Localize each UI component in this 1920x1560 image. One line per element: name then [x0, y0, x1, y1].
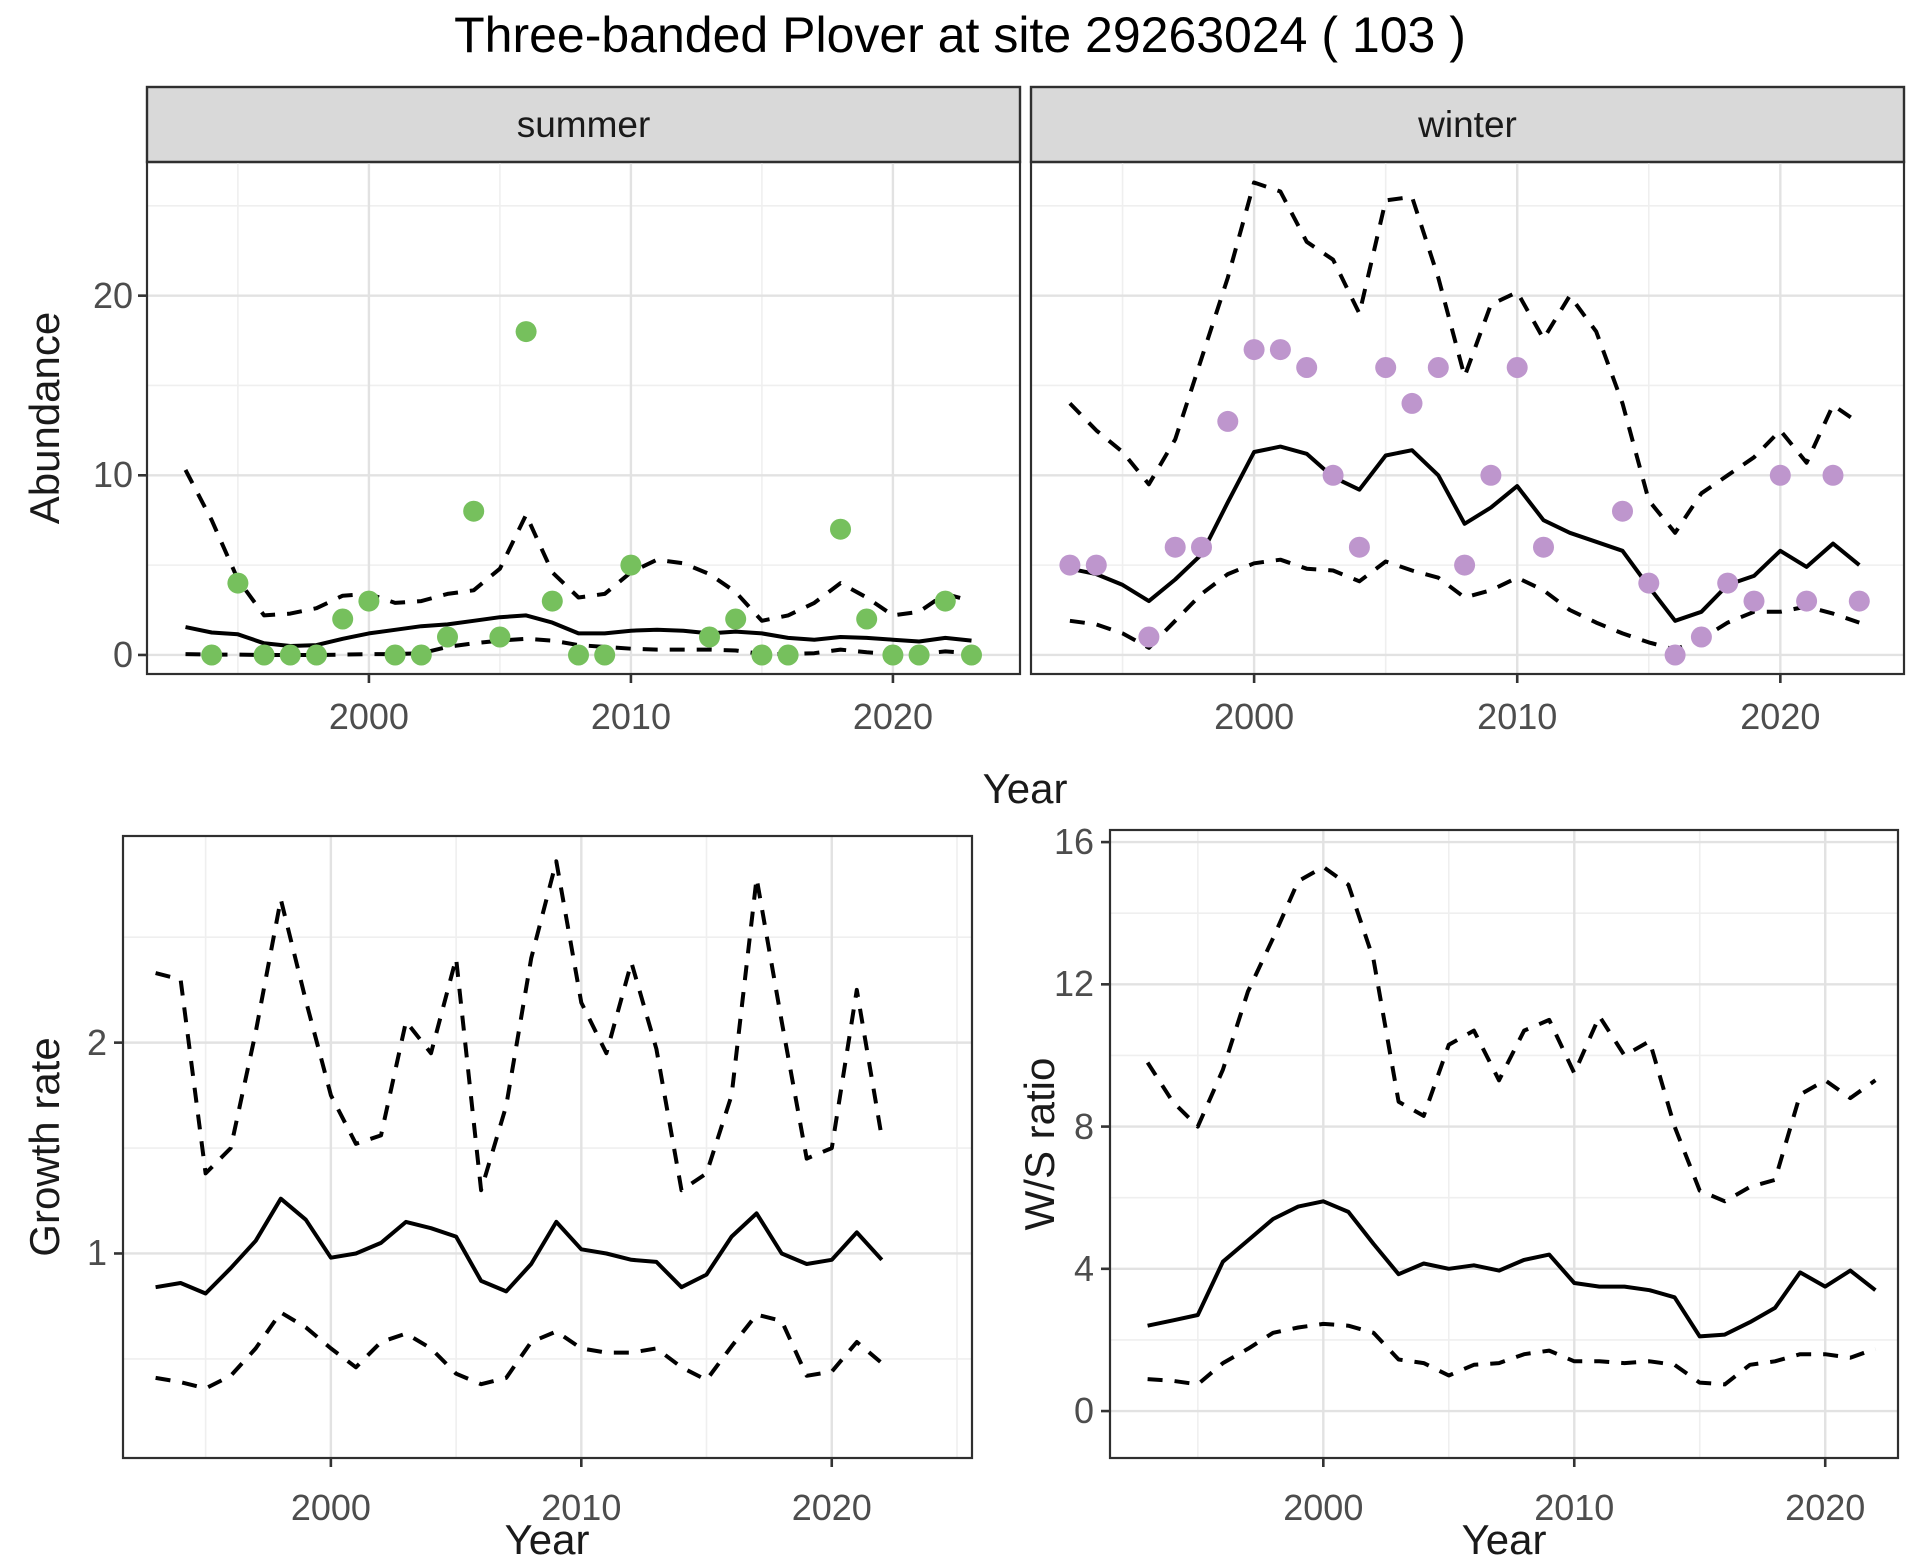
observed-count-point [934, 590, 956, 612]
lower-ci-line [155, 1310, 884, 1391]
upper-ci-line [155, 859, 884, 1193]
observed-count-point [201, 644, 223, 666]
observed-count-point [1769, 464, 1791, 486]
observed-count-point [1427, 357, 1449, 378]
observed-count-point [1717, 572, 1739, 594]
observed-count-point [699, 626, 720, 648]
observed-count-point [1085, 554, 1107, 576]
observed-count-point [384, 644, 406, 666]
lower-ci-line [185, 636, 972, 657]
upper-ci-line [1068, 180, 1861, 535]
observed-count-point [358, 590, 380, 612]
panel-border-abundance-summer [145, 160, 1022, 676]
observed-count-point [1348, 536, 1370, 558]
observed-count-point [1664, 644, 1686, 666]
facet-strip-winter [1029, 85, 1906, 164]
observed-count-point [961, 644, 982, 666]
lower-ci-line [1069, 557, 1860, 652]
observed-count-point [1296, 357, 1318, 378]
observed-count-point [1191, 536, 1212, 558]
observed-count-point [1848, 590, 1870, 612]
observed-count-point [1059, 554, 1081, 576]
observed-count-point [1401, 392, 1423, 414]
observed-count-point [725, 608, 747, 630]
panel-border-growth-rate [121, 834, 974, 1460]
observed-count-point [1822, 464, 1844, 486]
observed-count-point [568, 644, 589, 666]
observed-count-point [1480, 464, 1502, 486]
observed-count-point [1375, 357, 1397, 378]
observed-count-point [908, 644, 930, 666]
lower-ci-line [1147, 1321, 1877, 1387]
median-line [155, 1196, 884, 1296]
observed-count-point [253, 644, 275, 666]
observed-count-point [1454, 554, 1476, 576]
observed-count-point [777, 644, 799, 666]
observed-count-point [541, 590, 563, 612]
observed-count-point [830, 518, 851, 540]
upper-ci-line [1145, 865, 1877, 1204]
facet-strip-summer [145, 85, 1022, 164]
observed-count-point [594, 644, 616, 666]
observed-count-point [856, 608, 878, 630]
observed-count-point [279, 644, 301, 666]
observed-count-point [1796, 590, 1818, 612]
observed-count-point [332, 608, 354, 630]
observed-count-point [1612, 500, 1633, 522]
observed-count-point [227, 572, 249, 594]
observed-count-point [1690, 626, 1712, 648]
observed-count-point [1322, 464, 1344, 486]
upper-ci-line [183, 468, 973, 623]
observed-count-point [1164, 536, 1186, 558]
median-line [1069, 444, 1861, 623]
observed-count-point [1638, 572, 1660, 594]
observed-count-point [620, 554, 642, 576]
abundance-axis-title: Abundance [21, 311, 68, 525]
facet-strip-label-winter: winter [1418, 104, 1517, 145]
facet-strip-label-summer: summer [516, 104, 651, 145]
observed-count-point [463, 500, 485, 522]
observed-count-point [1217, 410, 1239, 432]
observed-count-point [489, 626, 511, 648]
ws-ratio-axis-title: W/S ratio [1016, 1057, 1063, 1231]
top-year-axis-title: Year [982, 765, 1068, 812]
page-title: Three-banded Plover at site 29263024 ( 1… [454, 7, 1466, 63]
observed-count-point [1243, 339, 1265, 361]
panel-border-ws-ratio [1108, 828, 1900, 1460]
observed-count-point [410, 644, 432, 666]
observed-count-point [751, 644, 773, 666]
observed-count-point [515, 321, 537, 343]
observed-count-point [1533, 536, 1554, 558]
growth-year-axis-title: Year [504, 1516, 590, 1560]
median-line [1147, 1199, 1877, 1339]
observed-count-point [306, 644, 327, 666]
observed-count-point [1743, 590, 1765, 612]
growth-rate-axis-title: Growth rate [21, 1037, 68, 1257]
observed-count-point [882, 644, 904, 666]
median-line [185, 613, 972, 648]
ws-year-axis-title: Year [1461, 1516, 1547, 1560]
observed-count-point [1269, 339, 1291, 361]
observed-count-point [437, 626, 458, 648]
observed-count-point [1138, 626, 1160, 648]
observed-count-point [1506, 357, 1528, 378]
panel-border-abundance-winter [1029, 160, 1906, 676]
